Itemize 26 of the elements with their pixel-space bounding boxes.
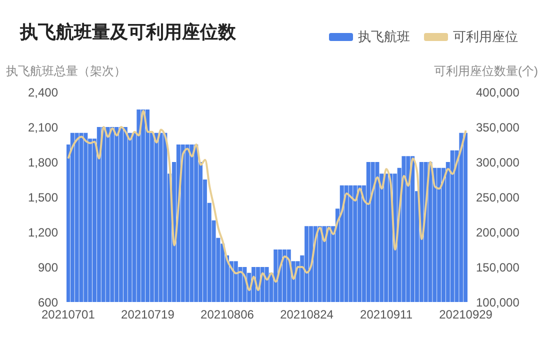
chart-title: 执飞航班量及可利用座位数 (20, 21, 236, 44)
y2-tick-label: 400,000 (476, 85, 520, 100)
y2-tick-label: 100,000 (476, 295, 520, 310)
y2-tick-label: 350,000 (476, 120, 520, 134)
y-tick-label: 2,400 (28, 85, 58, 100)
legend-label: 可利用座位 (453, 28, 518, 46)
x-tick-label: 20210701 (42, 308, 96, 322)
x-tick-label: 20210806 (200, 308, 254, 322)
y-tick-label: 2,100 (28, 120, 58, 134)
y2-tick-label: 200,000 (476, 225, 520, 240)
y2-tick-label: 250,000 (476, 190, 520, 204)
y-tick-label: 1,500 (28, 190, 58, 204)
y-tick-label: 1,800 (28, 155, 58, 170)
y-axis-title: 执飞航班总量（架次） (6, 63, 126, 80)
x-tick-label: 20210911 (360, 308, 413, 322)
y2-axis-title: 可利用座位数量(个) (434, 63, 538, 80)
x-tick-label: 20210929 (439, 308, 493, 322)
x-tick-label: 20210824 (280, 308, 334, 322)
x-tick-label: 20210719 (121, 308, 175, 322)
y2-tick-label: 300,000 (476, 155, 520, 170)
line-series (67, 110, 467, 292)
y2-tick-label: 150,000 (476, 260, 520, 274)
y-tick-label: 1,200 (28, 225, 58, 240)
y-tick-label: 600 (38, 295, 58, 310)
y-tick-label: 900 (38, 260, 58, 274)
legend-label: 执飞航班 (358, 28, 410, 46)
